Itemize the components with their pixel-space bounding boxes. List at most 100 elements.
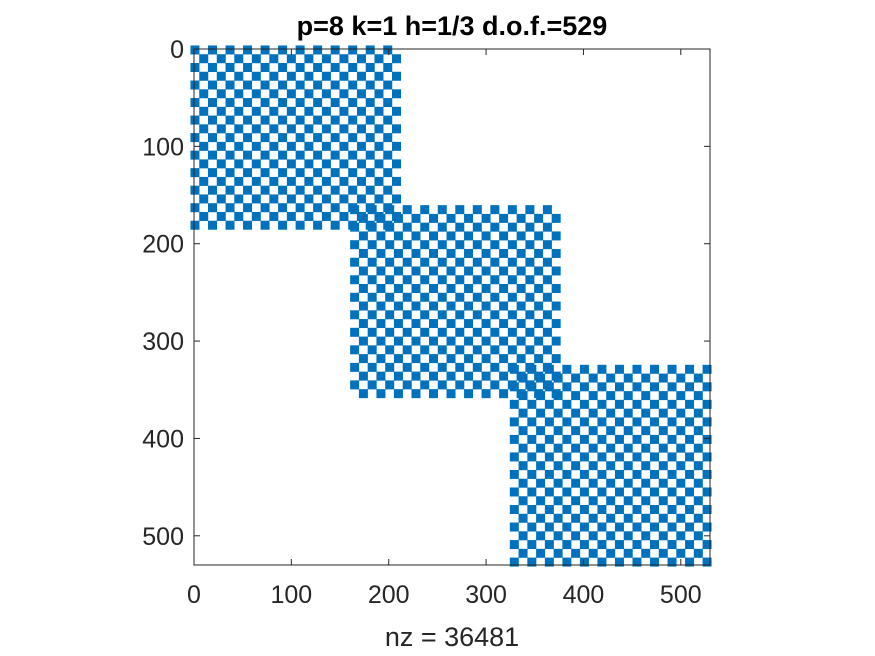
nonzero-marker — [348, 133, 358, 143]
nonzero-marker — [190, 80, 200, 90]
nonzero-marker — [527, 417, 537, 427]
nonzero-marker — [278, 185, 288, 195]
nonzero-marker — [393, 266, 403, 276]
nonzero-marker — [702, 434, 712, 444]
nonzero-marker — [437, 257, 447, 267]
nonzero-marker — [518, 373, 528, 383]
nonzero-marker — [597, 522, 607, 532]
nonzero-marker — [641, 373, 651, 383]
nonzero-marker — [536, 478, 546, 488]
nonzero-marker — [525, 222, 535, 232]
nonzero-marker — [518, 461, 528, 471]
nonzero-marker — [553, 496, 563, 506]
nonzero-marker — [190, 45, 200, 55]
nonzero-marker — [623, 461, 633, 471]
nonzero-marker — [676, 408, 686, 418]
nonzero-marker — [367, 345, 377, 355]
nonzero-marker — [350, 292, 360, 302]
nonzero-marker — [641, 426, 651, 436]
nonzero-marker — [365, 133, 375, 143]
nonzero-marker — [579, 417, 589, 427]
nonzero-marker — [260, 220, 270, 230]
nonzero-marker — [385, 257, 395, 267]
nonzero-marker — [367, 275, 377, 285]
nonzero-marker — [499, 231, 509, 241]
nonzero-marker — [702, 399, 712, 409]
nonzero-marker — [269, 211, 279, 221]
nonzero-marker — [269, 54, 279, 64]
nonzero-marker — [367, 222, 377, 232]
nonzero-marker — [579, 469, 589, 479]
nonzero-marker — [527, 382, 537, 392]
nonzero-marker — [542, 240, 552, 250]
nonzero-marker — [190, 168, 200, 178]
nonzero-marker — [507, 327, 517, 337]
nonzero-marker — [641, 531, 651, 541]
nonzero-marker — [525, 292, 535, 302]
nonzero-marker — [199, 194, 209, 204]
nonzero-marker — [534, 319, 544, 329]
nonzero-marker — [464, 301, 474, 311]
nonzero-marker — [313, 98, 323, 108]
nonzero-marker — [374, 89, 384, 99]
nonzero-marker — [676, 373, 686, 383]
nonzero-marker — [464, 336, 474, 346]
nonzero-marker — [490, 327, 500, 337]
nonzero-marker — [516, 213, 526, 223]
nonzero-marker — [385, 380, 395, 390]
nonzero-marker — [693, 443, 703, 453]
nonzero-marker — [658, 548, 668, 558]
nonzero-marker — [597, 382, 607, 392]
nonzero-marker — [367, 327, 377, 337]
nonzero-marker — [420, 205, 430, 215]
nonzero-marker — [392, 106, 402, 116]
nonzero-marker — [534, 301, 544, 311]
nonzero-marker — [693, 548, 703, 558]
nonzero-marker — [207, 115, 217, 125]
nonzero-marker — [225, 168, 235, 178]
nonzero-marker — [313, 62, 323, 72]
nonzero-marker — [667, 469, 677, 479]
nonzero-marker — [234, 71, 244, 81]
nonzero-marker — [597, 434, 607, 444]
nonzero-marker — [544, 399, 554, 409]
nonzero-marker — [234, 141, 244, 151]
nonzero-marker — [367, 380, 377, 390]
nonzero-marker — [234, 54, 244, 64]
nonzero-marker — [614, 557, 624, 567]
nonzero-marker — [606, 478, 616, 488]
nonzero-marker — [269, 106, 279, 116]
nonzero-marker — [190, 133, 200, 143]
nonzero-marker — [490, 205, 500, 215]
nonzero-marker — [571, 391, 581, 401]
nonzero-marker — [685, 557, 695, 567]
nonzero-marker — [544, 417, 554, 427]
nonzero-marker — [313, 115, 323, 125]
nonzero-marker — [676, 496, 686, 506]
nonzero-marker — [243, 45, 253, 55]
nonzero-marker — [551, 301, 561, 311]
nonzero-marker — [269, 124, 279, 134]
nonzero-marker — [481, 248, 491, 258]
nonzero-marker — [190, 62, 200, 72]
nonzero-marker — [356, 141, 366, 151]
nonzero-marker — [411, 231, 421, 241]
nonzero-marker — [321, 89, 331, 99]
nonzero-marker — [702, 417, 712, 427]
nonzero-marker — [429, 213, 439, 223]
nonzero-marker — [527, 505, 537, 515]
nonzero-marker — [472, 257, 482, 267]
nonzero-marker — [685, 417, 695, 427]
nonzero-marker — [551, 231, 561, 241]
nonzero-marker — [606, 496, 616, 506]
nonzero-marker — [693, 461, 703, 471]
nonzero-marker — [481, 213, 491, 223]
nonzero-marker — [507, 205, 517, 215]
nonzero-marker — [374, 141, 384, 151]
nonzero-marker — [420, 345, 430, 355]
nonzero-block-1 — [190, 45, 402, 230]
nonzero-marker — [509, 469, 519, 479]
nonzero-marker — [518, 391, 528, 401]
nonzero-marker — [278, 203, 288, 213]
nonzero-marker — [330, 185, 340, 195]
